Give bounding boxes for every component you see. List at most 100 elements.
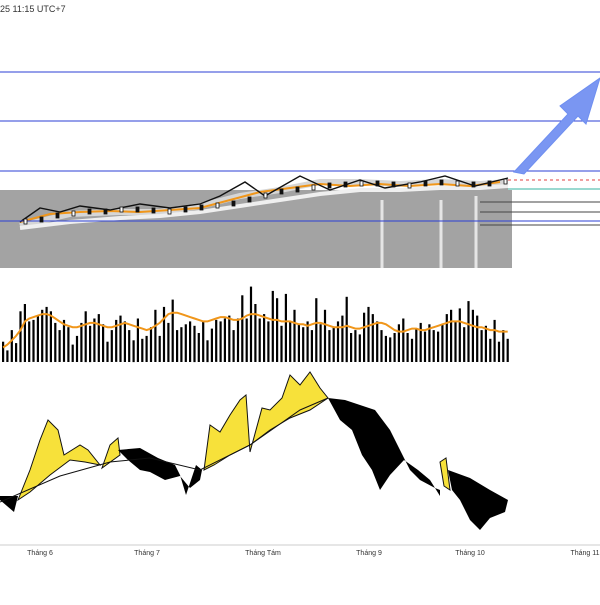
volume-bar [284,293,287,362]
volume-bar [193,325,196,363]
volume-bar [210,328,213,362]
candle [375,180,380,187]
volume-bar [345,296,348,363]
volume-bar [84,311,87,363]
x-tick-label: Tháng 7 [134,550,160,557]
volume-bar [393,333,396,362]
candle [39,216,44,223]
osc-cloud-yellow-1 [16,419,102,502]
volume-bar [236,318,240,362]
volume-bar [432,330,435,362]
volume-bar [263,314,266,362]
candle [71,210,76,217]
volume-bar [323,309,327,362]
volume-bar [437,331,440,362]
volume-bar [441,324,444,362]
volume-bar [19,311,22,363]
candle [103,208,108,215]
x-axis-labels: Tháng 6 Tháng 7 Tháng Tám Tháng 9 Tháng 10 Th… [27,550,599,557]
volume-bar [402,318,405,362]
volume-bar [32,319,35,362]
candle [23,218,28,225]
x-tick-label: Tháng 9 [356,550,382,557]
volume-bar [119,315,122,362]
volume-bar [136,318,139,362]
volume-bar [306,321,309,362]
volume-bar [341,315,344,362]
oscillator-panel [0,371,508,530]
candle [295,186,300,193]
volume-bar [149,327,153,362]
volume-bar [41,309,44,362]
candle [407,182,412,189]
volume-bar [145,335,148,362]
volume-bar [489,338,492,362]
volume-bar [167,322,170,362]
volume-bar [367,306,370,362]
volume-bar [23,304,26,362]
volume-bar [376,321,379,362]
volume-bar [202,321,205,362]
volume-bar [115,319,118,362]
volume-bar [123,321,126,362]
volume-bar [158,335,161,362]
volume-bar [223,318,226,362]
volume-bar [358,334,361,362]
price-panel [0,71,600,268]
volume-bar [280,325,283,363]
volume-bar [467,301,470,362]
volume-bar [49,311,52,363]
volume-bar [93,318,96,362]
candle [423,180,428,187]
osc-baseline [0,397,329,503]
candle [503,178,508,185]
header-timestamp: 25 11:15 UTC+7 [0,4,66,14]
volume-bar [310,330,313,362]
volume-bar [75,335,79,362]
volume-bar [206,340,209,363]
volume-bar [458,308,461,362]
volume-bar [419,322,422,362]
volume-bar [336,321,340,362]
candle [119,206,124,213]
osc-cloud-yellow-3 [203,371,329,471]
volume-bar [45,306,48,362]
x-tick-label: Tháng Tám [245,550,281,557]
candle [439,179,444,186]
candle [87,208,92,215]
candle [247,196,252,203]
price-band-lower [19,184,509,230]
osc-cloud-black-2 [328,398,440,496]
volume-bar [219,321,222,362]
volume-bar [154,309,157,362]
volume-bar [132,340,135,363]
volume-bar [380,330,383,362]
volume-bar [184,324,187,362]
volume-bar [128,330,131,362]
volume-bar [28,321,31,362]
volume-bar [315,298,318,362]
volume-bar [506,338,509,362]
volume-bar [450,309,453,362]
candle [167,208,172,215]
candle [343,181,348,188]
volume-bar [328,330,331,362]
volume-bar [97,314,100,362]
volume-bar [276,298,279,362]
candles-group [23,178,508,225]
x-tick-label: Tháng 11 [570,550,599,557]
volume-bar [410,338,414,362]
candle [471,181,476,188]
candle [359,180,364,187]
candle [231,200,236,207]
volume-bar [62,319,66,362]
volume-bar [297,324,300,362]
candle [391,181,396,188]
candle [151,207,156,214]
volume-bar [493,319,496,362]
volume-bar [15,343,18,362]
volume-bar [102,324,105,362]
candle [135,206,140,213]
volume-bar [67,327,70,362]
